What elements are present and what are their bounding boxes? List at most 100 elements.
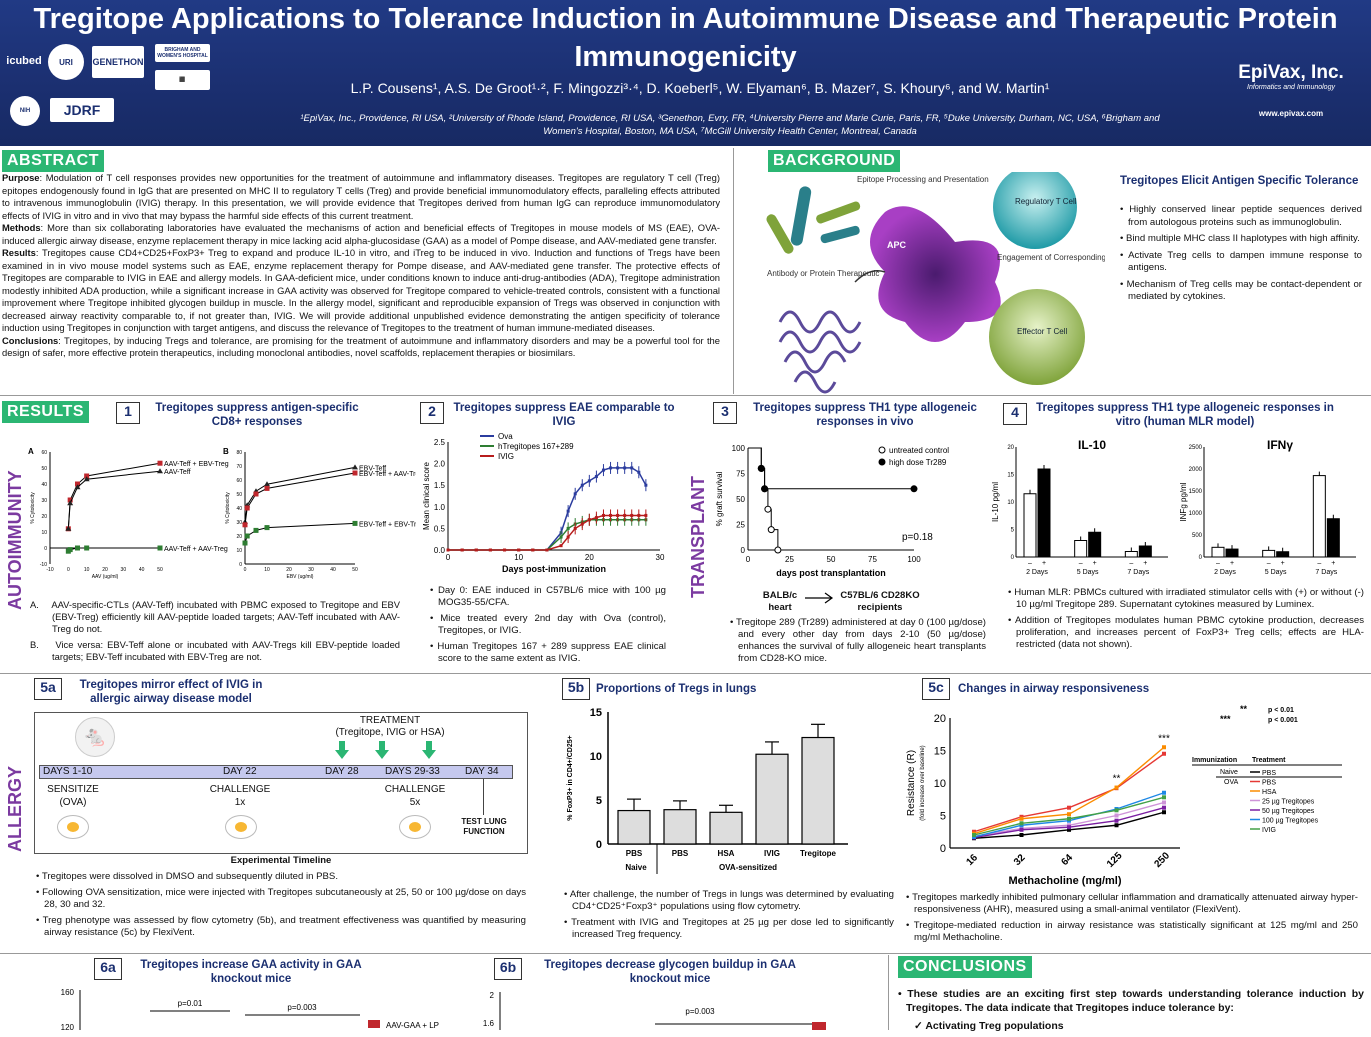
data-point xyxy=(1114,823,1119,828)
series-line xyxy=(244,472,356,525)
tick-label: 0.5 xyxy=(434,524,446,533)
axis-label: AAV (ug/ml) xyxy=(92,574,119,580)
tick-label: 50 xyxy=(236,492,242,498)
data-point xyxy=(609,513,613,517)
data-point xyxy=(566,535,570,539)
data-point xyxy=(242,522,248,528)
data-point xyxy=(910,485,918,493)
tick-label: 30 xyxy=(41,498,47,504)
tick-label: 1.0 xyxy=(434,503,446,512)
panel-2-number: 2 xyxy=(420,402,444,424)
tick-label: 75 xyxy=(868,555,877,564)
legend-label: hTregitopes 167+289 xyxy=(498,442,574,451)
group-label: + xyxy=(1093,560,1097,567)
apc-cell xyxy=(870,206,1001,342)
tick-label: 10 xyxy=(1007,500,1014,506)
panel-3-bullets: • Tregitope 289 (Tr289) administered at … xyxy=(730,617,986,669)
conclusions-subbullet: ✓ Activating Treg populations xyxy=(914,1020,1064,1032)
series-line xyxy=(244,522,356,544)
data-point xyxy=(1067,805,1071,810)
data-point xyxy=(264,485,270,491)
data-point xyxy=(1067,825,1071,830)
data-point xyxy=(84,545,90,551)
tick-label: 20 xyxy=(585,553,594,562)
legend-label: PBS xyxy=(1262,780,1276,787)
category-label: PBS xyxy=(626,849,643,858)
bar xyxy=(1023,493,1037,558)
bar xyxy=(1088,531,1102,558)
tick-label: 2.5 xyxy=(434,438,446,447)
p-value-label: p=0.01 xyxy=(178,999,203,1008)
category-label: HSA xyxy=(718,849,735,858)
legend-label: Ova xyxy=(498,432,513,441)
group-label: – xyxy=(1028,560,1032,567)
data-point xyxy=(637,470,641,474)
panel-5b-number: 5b xyxy=(562,678,590,700)
poster-title: Tregitope Applications to Tolerance Indu… xyxy=(33,3,1338,73)
recipient-label: C57BL/6 CD28KO recipients xyxy=(840,590,920,613)
data-point xyxy=(559,544,563,548)
data-point xyxy=(644,483,648,487)
panel-2-bullets: • Day 0: EAE induced in C57BL/6 mice wit… xyxy=(430,585,666,669)
tick-label: -10 xyxy=(40,562,47,568)
data-point xyxy=(446,548,450,552)
tick-label: 40 xyxy=(139,567,145,573)
p-value-label: p=0.18 xyxy=(902,532,933,543)
chart-title: IFNγ xyxy=(1267,438,1293,452)
tick-label: 500 xyxy=(1192,533,1203,539)
data-point xyxy=(84,473,90,479)
timeline-day: DAY 22 xyxy=(223,766,257,777)
data-point xyxy=(616,513,620,517)
background-bullet: • Mechanism of Treg cells may be contact… xyxy=(1120,278,1363,303)
bar xyxy=(617,809,651,845)
series-label: EBV-Teff + AAV-Treg xyxy=(359,471,416,478)
group-label: + xyxy=(1331,560,1335,567)
tick-label: 2500 xyxy=(1189,445,1203,451)
bar xyxy=(755,753,789,845)
tick-label: 0 xyxy=(239,562,242,568)
category-label: 2 Days xyxy=(1026,569,1048,576)
data-point xyxy=(352,464,358,470)
panel-5a-number: 5a xyxy=(34,678,62,700)
legend-label: 50 µg Tregitopes xyxy=(1262,808,1315,815)
background-subtitle: Tregitopes Elicit Antigen Specific Toler… xyxy=(1120,175,1359,187)
data-point xyxy=(517,548,521,552)
data-point xyxy=(67,547,73,553)
panel-3-title: Tregitopes suppress TH1 type allogeneic … xyxy=(753,402,977,428)
tick-label: 2 xyxy=(490,991,495,1000)
timeline-day: DAYS 29-33 xyxy=(385,766,440,777)
tick-label: 25 xyxy=(736,521,745,530)
data-point xyxy=(253,527,259,533)
data-point xyxy=(67,497,73,503)
bar xyxy=(1037,468,1051,558)
egg-icon xyxy=(399,815,431,839)
data-point xyxy=(566,509,570,513)
data-point xyxy=(757,464,765,472)
series-label: AAV-Teff + EBV-Treg xyxy=(164,461,229,468)
uri-seal-logo: URI xyxy=(48,44,84,80)
category-label: 7 Days xyxy=(1315,569,1337,576)
axis-label: % graft survival xyxy=(715,471,724,526)
panel-3-bullet: • Tregitope 289 (Tr289) administered at … xyxy=(730,617,987,664)
tick-label: 250 xyxy=(1152,850,1172,870)
data-point xyxy=(1162,751,1166,756)
category-label: 5 Days xyxy=(1265,569,1287,576)
tick-label: 1500 xyxy=(1189,489,1203,495)
panel-2-bullet: • Human Tregitopes 167 + 289 suppress EA… xyxy=(430,641,666,664)
tick-label: 20 xyxy=(1007,445,1014,451)
data-point xyxy=(1162,790,1166,795)
allergy-side-label: ALLERGY xyxy=(5,765,25,852)
data-point xyxy=(587,518,591,522)
treatment-arrow-icon xyxy=(335,741,349,759)
tick-label: 2000 xyxy=(1189,467,1203,473)
tick-label: 40 xyxy=(41,482,47,488)
panel-1-title: Tregitopes suppress antigen-specific CD8… xyxy=(155,402,359,428)
background-bullet: • Highly conserved linear peptide sequen… xyxy=(1120,204,1363,228)
tick-label: 5 xyxy=(1011,528,1015,534)
panel-4-bullet: • Human MLR: PBMCs cultured with irradia… xyxy=(1008,587,1364,610)
panel-5a-bullet: • Treg phenotype was assessed by flow cy… xyxy=(36,915,526,938)
panel-letter: A xyxy=(28,447,34,456)
figure-2-eae-chart: 0.0 0.5 1.0 1.5 2.0 2.5 0 10 20 30 Days post-immun… xyxy=(422,432,665,574)
data-point xyxy=(1114,785,1119,790)
tick-label: 15 xyxy=(1007,473,1014,479)
